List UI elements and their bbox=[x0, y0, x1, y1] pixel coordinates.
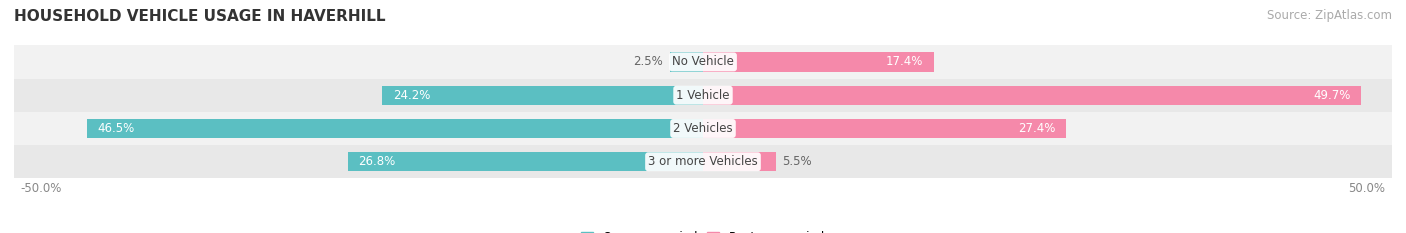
Text: 27.4%: 27.4% bbox=[1018, 122, 1056, 135]
Bar bbox=[703, 152, 776, 171]
Bar bbox=[14, 79, 1392, 112]
Text: 24.2%: 24.2% bbox=[392, 89, 430, 102]
Text: 17.4%: 17.4% bbox=[886, 55, 922, 69]
Bar bbox=[703, 86, 1361, 105]
Text: No Vehicle: No Vehicle bbox=[672, 55, 734, 69]
Text: 2 Vehicles: 2 Vehicles bbox=[673, 122, 733, 135]
Bar bbox=[14, 145, 1392, 178]
Bar bbox=[14, 112, 1392, 145]
Text: Source: ZipAtlas.com: Source: ZipAtlas.com bbox=[1267, 9, 1392, 22]
Bar bbox=[382, 86, 703, 105]
Legend: Owner-occupied, Renter-occupied: Owner-occupied, Renter-occupied bbox=[576, 226, 830, 233]
Bar bbox=[347, 152, 703, 171]
Text: 26.8%: 26.8% bbox=[359, 155, 395, 168]
Text: 1 Vehicle: 1 Vehicle bbox=[676, 89, 730, 102]
Text: -50.0%: -50.0% bbox=[21, 182, 62, 195]
Text: 2.5%: 2.5% bbox=[634, 55, 664, 69]
Bar bbox=[703, 52, 934, 72]
Bar bbox=[669, 52, 703, 72]
Text: 3 or more Vehicles: 3 or more Vehicles bbox=[648, 155, 758, 168]
Text: 50.0%: 50.0% bbox=[1348, 182, 1385, 195]
Text: 46.5%: 46.5% bbox=[97, 122, 135, 135]
Bar bbox=[14, 45, 1392, 79]
Text: 49.7%: 49.7% bbox=[1313, 89, 1351, 102]
Bar bbox=[87, 119, 703, 138]
Text: HOUSEHOLD VEHICLE USAGE IN HAVERHILL: HOUSEHOLD VEHICLE USAGE IN HAVERHILL bbox=[14, 9, 385, 24]
Text: 5.5%: 5.5% bbox=[783, 155, 813, 168]
Bar bbox=[703, 119, 1066, 138]
